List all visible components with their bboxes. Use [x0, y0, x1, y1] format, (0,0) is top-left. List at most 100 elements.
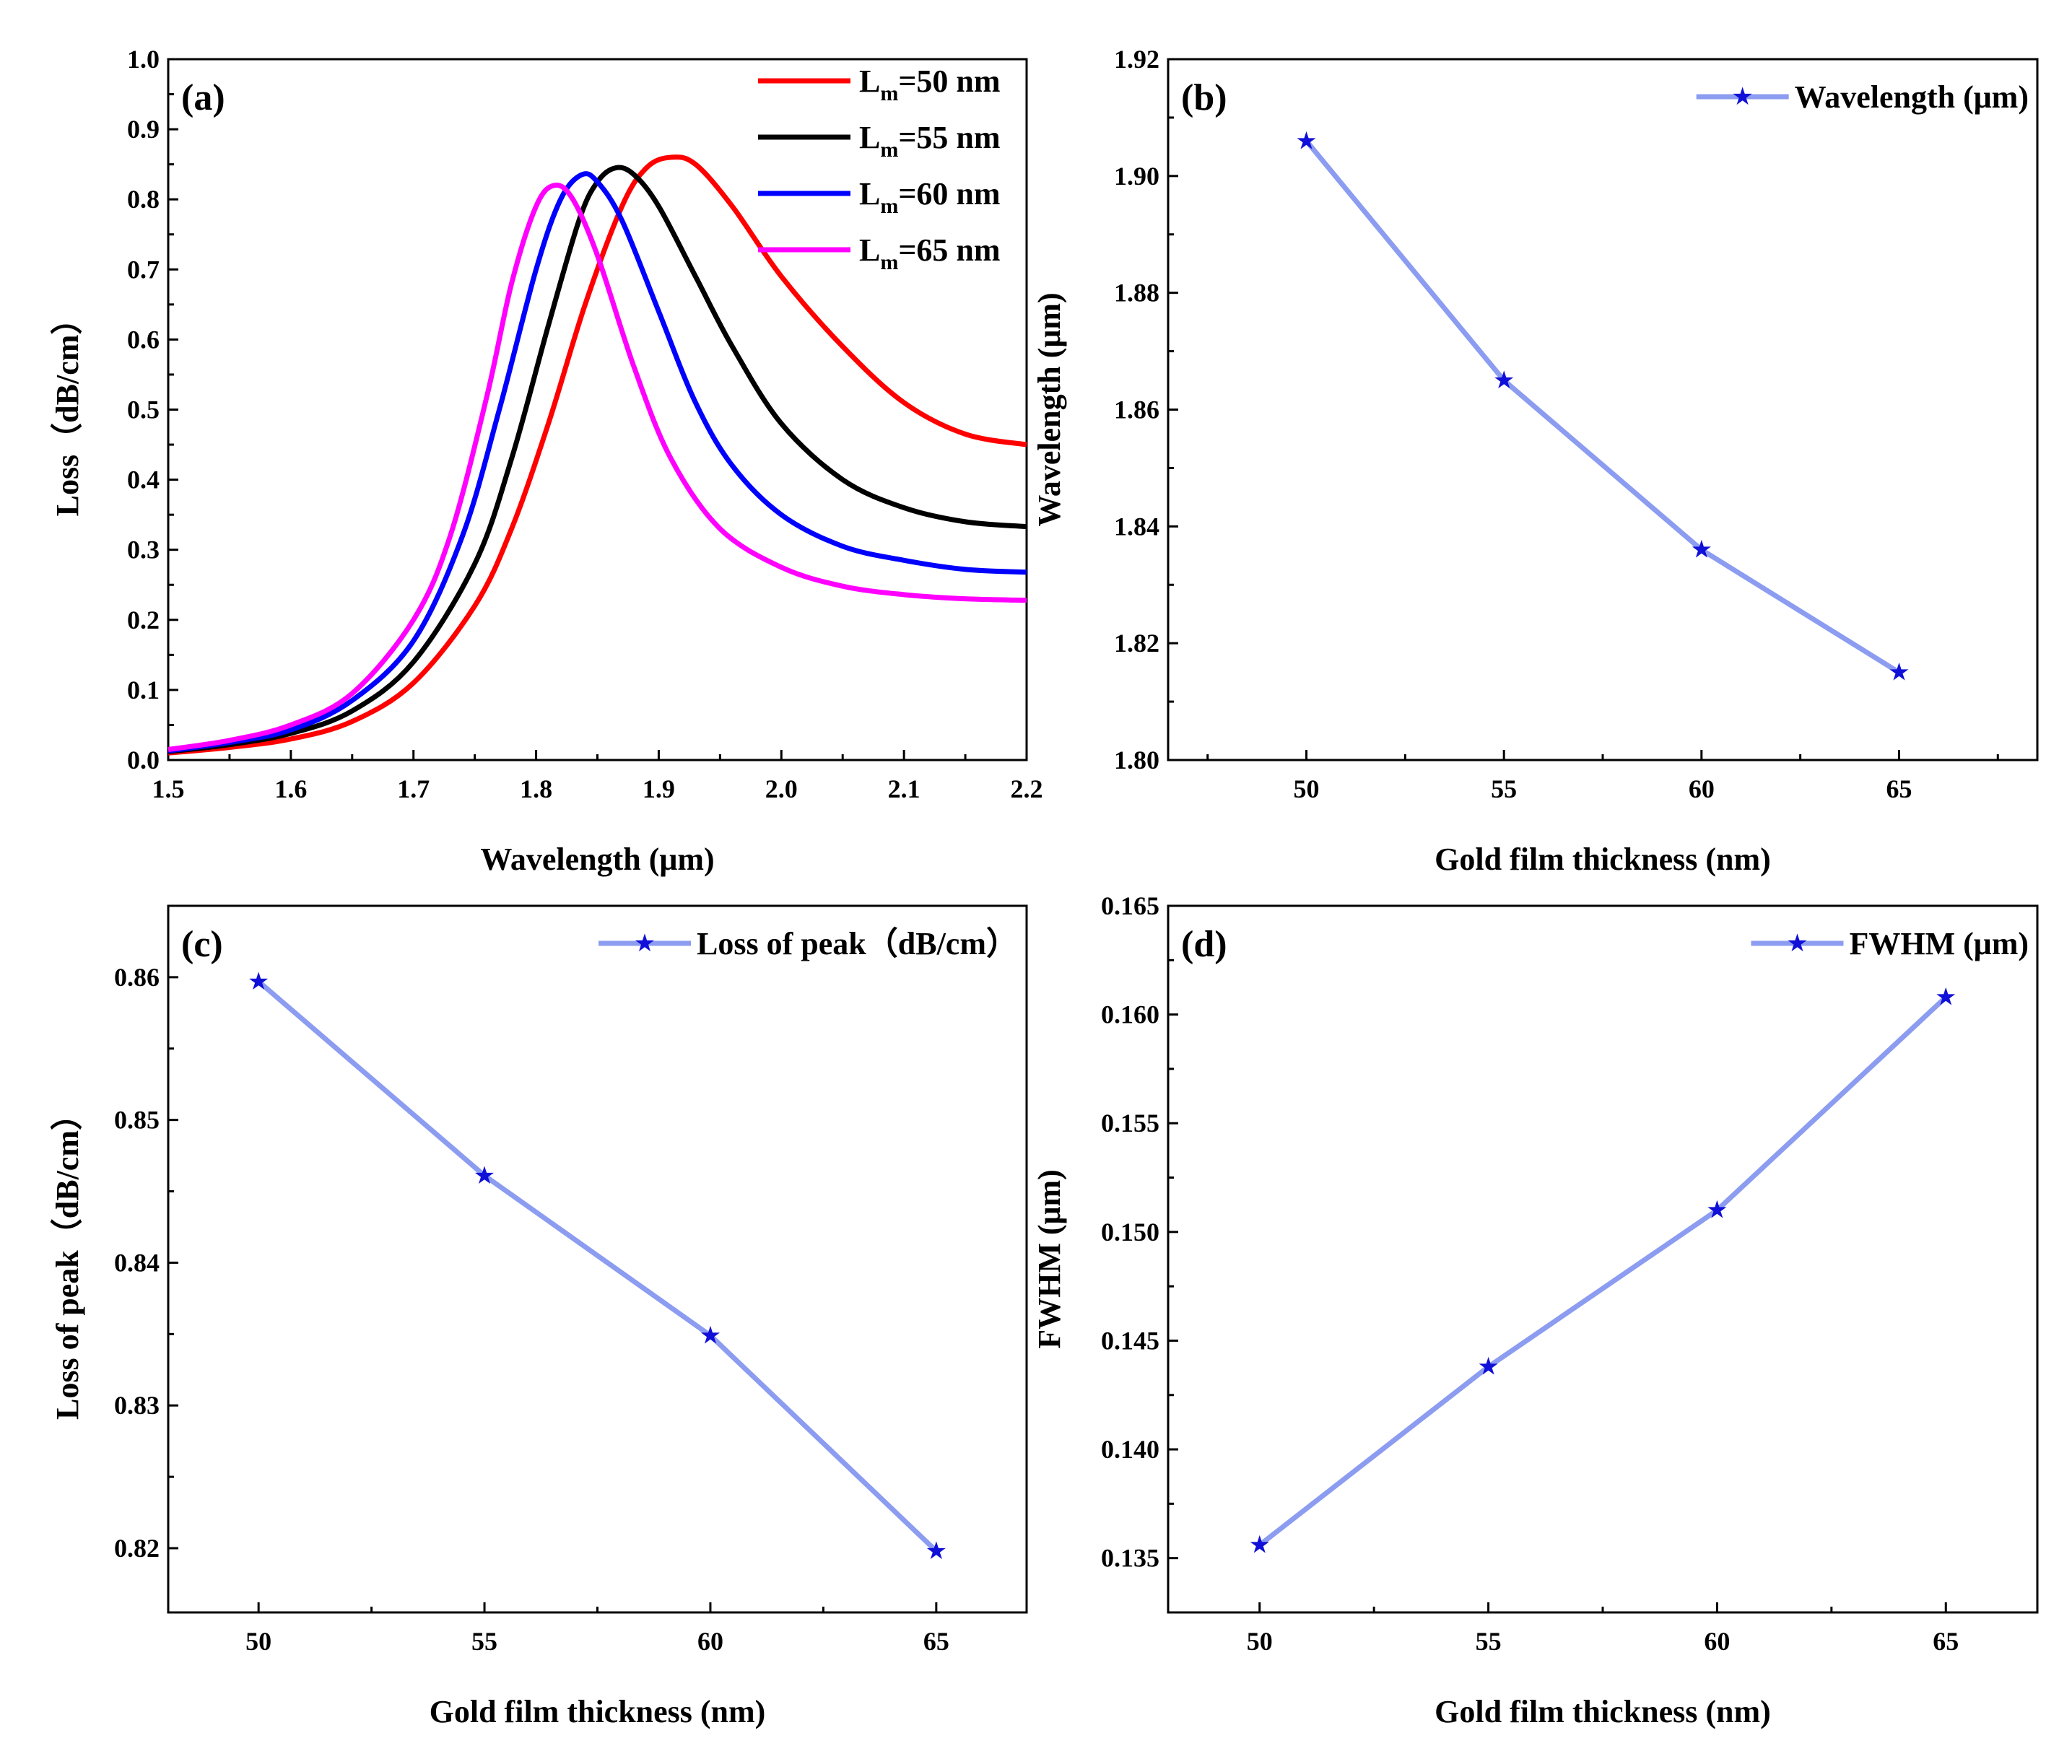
legend-label-main: L [859, 120, 880, 155]
legend-label-sub: m [880, 250, 898, 274]
y-tick-label: 0.86 [114, 963, 160, 992]
x-tick-label: 55 [471, 1627, 497, 1656]
data-point-star: ★ [474, 1161, 495, 1190]
legend-label: Lm=65 nm [859, 232, 1001, 274]
panel-d: 0.135 0.140 0.145 0.150 0.155 0.160 0.165 50 55 6… [1032, 891, 2039, 1729]
x-tick-label: 55 [1476, 1627, 1502, 1656]
legend-label-main: L [859, 232, 880, 268]
series-line [1304, 139, 1901, 675]
legend-label-rest: =65 nm [898, 232, 1000, 268]
y-tick-label: 0.1 [127, 676, 160, 704]
x-tick-label: 60 [697, 1627, 723, 1656]
y-tick-label: 0.0 [127, 746, 160, 774]
x-tick-label: 50 [1294, 774, 1320, 803]
x-axis-label: Gold film thickness (nm) [1435, 1694, 1771, 1729]
y-tick-label: 0.84 [114, 1248, 160, 1277]
data-point-star: ★ [1691, 536, 1712, 564]
data-point-star: ★ [248, 967, 269, 996]
y-tick-label: 1.92 [1114, 45, 1159, 74]
y-tick-label: 1.80 [1114, 746, 1159, 774]
legend-star-marker: ★ [634, 929, 656, 958]
y-tick-label: 0.7 [127, 255, 160, 284]
series-line [256, 979, 939, 1553]
x-tick-label: 65 [1886, 774, 1912, 803]
y-axis-label: Loss（dB/cm） [50, 303, 85, 517]
y-tick-label: 1.88 [1114, 279, 1159, 307]
y-tick-label: 0.155 [1101, 1109, 1159, 1138]
data-point-star: ★ [700, 1321, 721, 1350]
x-tick-label: 60 [1689, 774, 1715, 803]
x-tick-label: 65 [1933, 1627, 1959, 1656]
legend-label-rest: =60 nm [898, 176, 1000, 211]
legend-star-marker: ★ [1731, 82, 1753, 111]
x-tick-label: 1.5 [152, 774, 185, 803]
y-tick-label: 1.0 [127, 45, 160, 74]
legend-label: Lm=60 nm [859, 176, 1001, 218]
series-line [1258, 995, 1948, 1547]
plot-frame [167, 58, 1028, 761]
x-tick-label: 2.0 [765, 774, 798, 803]
x-axis-label: Gold film thickness (nm) [1435, 842, 1771, 877]
legend-label-rest: =50 nm [898, 64, 1000, 99]
x-tick-label: 2.1 [888, 774, 920, 803]
data-point-star: ★ [1888, 658, 1910, 687]
data-point-star: ★ [926, 1537, 947, 1566]
data-point-star: ★ [1493, 366, 1515, 395]
y-tick-label: 0.83 [114, 1391, 160, 1420]
y-tick-label: 0.85 [114, 1106, 160, 1135]
y-tick-label: 0.9 [127, 115, 160, 144]
data-point-star: ★ [1935, 983, 1956, 1012]
y-tick-label: 0.160 [1101, 1000, 1159, 1029]
legend-label-rest: =55 nm [898, 120, 1000, 155]
x-tick-label: 55 [1491, 774, 1517, 803]
panel-label: (a) [181, 77, 225, 118]
y-tick-label: 0.4 [127, 466, 160, 494]
panel-c: 0.82 0.83 0.84 0.85 0.86 50 55 60 65 Gold film th… [50, 904, 1028, 1729]
series-line-3 [167, 183, 1027, 752]
legend-label: Lm=50 nm [859, 64, 1001, 105]
y-axis-label: Loss of peak（dB/cm） [50, 1099, 85, 1420]
legend-star-marker: ★ [1786, 929, 1808, 958]
y-tick-label: 1.90 [1114, 162, 1159, 191]
y-tick-label: 0.135 [1101, 1544, 1159, 1573]
y-tick-label: 1.86 [1114, 396, 1159, 424]
x-tick-label: 2.2 [1011, 774, 1043, 803]
series-line-0 [167, 154, 1027, 756]
legend-label: Wavelength (μm) [1795, 79, 2029, 115]
y-tick-label: 0.5 [127, 396, 160, 424]
y-tick-label: 0.140 [1101, 1435, 1159, 1464]
x-tick-label: 50 [1247, 1627, 1273, 1656]
x-tick-label: 60 [1704, 1627, 1730, 1656]
y-axis-label: FWHM (μm) [1032, 1169, 1067, 1349]
panel-label: (d) [1181, 924, 1227, 965]
plot-frame [1167, 904, 2039, 1614]
x-tick-label: 1.9 [643, 774, 675, 803]
legend-label: Lm=55 nm [859, 120, 1001, 162]
y-tick-label: 0.165 [1101, 891, 1159, 920]
y-axis-label: Wavelength (μm) [1032, 292, 1067, 526]
panel-label: (b) [1181, 77, 1227, 118]
y-tick-label: 0.8 [127, 185, 160, 214]
y-tick-label: 1.82 [1114, 629, 1159, 658]
data-point-star: ★ [1248, 1531, 1270, 1560]
legend-label-sub: m [880, 194, 898, 218]
panel-a: 0.0 0.1 0.2 0.3 0.4 0.5 0.6 0.7 0.8 0.9 1.0 1.5 1.6 1… [50, 45, 1043, 877]
data-point-star: ★ [1706, 1196, 1728, 1225]
y-tick-label: 0.6 [127, 325, 160, 354]
x-axis-label: Gold film thickness (nm) [430, 1694, 766, 1729]
legend-label-sub: m [880, 82, 898, 105]
x-tick-label: 1.6 [274, 774, 307, 803]
panel-label: (c) [181, 924, 223, 965]
panel-b: 1.80 1.82 1.84 1.86 1.88 1.90 1.92 50 55 60 65 Gold… [1032, 45, 2039, 877]
y-tick-label: 0.2 [127, 606, 160, 634]
y-tick-label: 0.145 [1101, 1326, 1159, 1355]
y-tick-label: 0.3 [127, 536, 160, 564]
legend-label-sub: m [880, 138, 898, 162]
x-tick-label: 65 [923, 1627, 949, 1656]
series-line-2 [167, 171, 1027, 754]
data-point-star: ★ [1477, 1353, 1499, 1381]
data-point-star: ★ [1295, 126, 1317, 155]
plot-frame [1167, 58, 2039, 761]
y-tick-label: 0.82 [114, 1534, 160, 1563]
